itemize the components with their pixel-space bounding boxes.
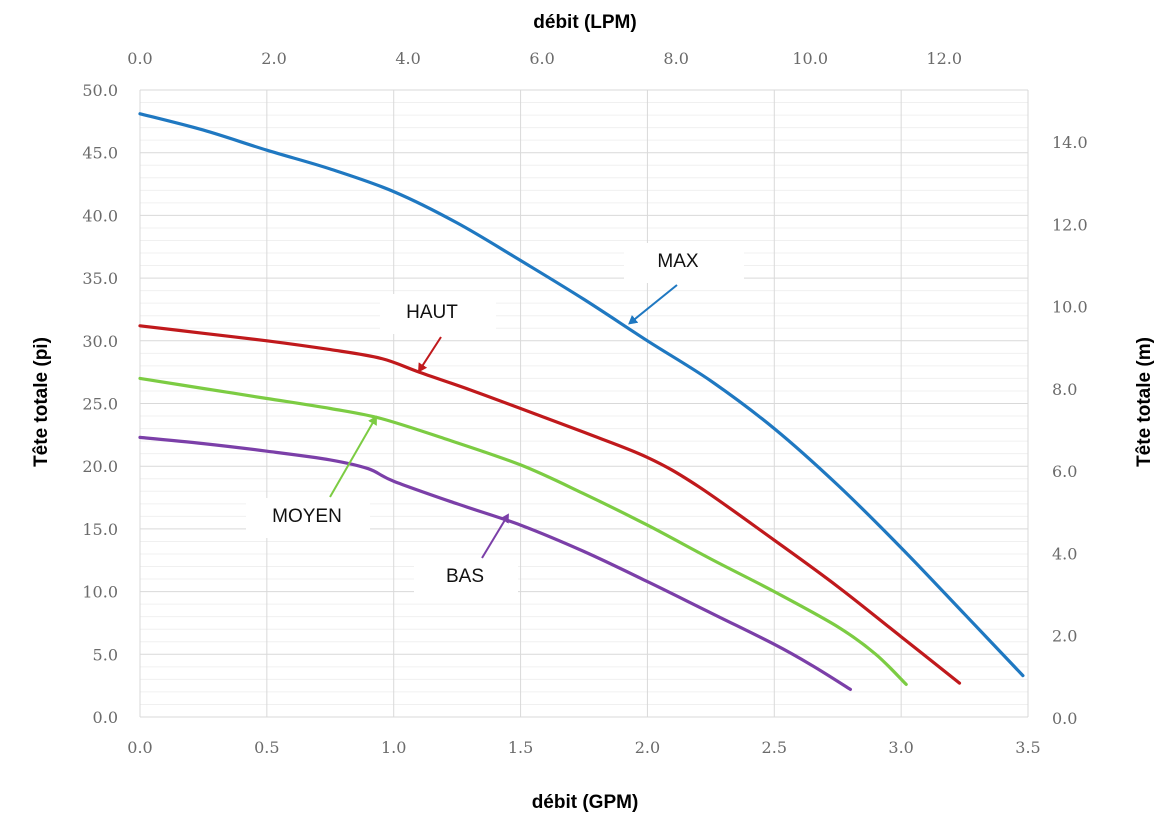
y-right-axis-title: Tête totale (m) [1134,337,1155,467]
series-line-max [138,112,1025,678]
series-line-moyen [138,376,908,686]
y-right-tick-label: 4.0 [1052,544,1077,563]
y-left-tick-label: 40.0 [82,206,118,225]
annotations: MAX HAUT MOYEN BAS [246,243,744,598]
y-left-tick-labels: 0.0 5.0 10.0 15.0 20.0 25.0 30.0 35.0 40.0 45.0 50… [82,81,118,727]
annotation-label-bg [414,558,518,598]
annotation-label-haut: HAUT [406,302,458,323]
annotation-label-bg [246,498,370,538]
annotation-arrow-max [628,284,678,325]
y-right-tick-label: 10.0 [1052,298,1088,317]
annotation-label-max: MAX [657,251,699,272]
y-right-tick-label: 6.0 [1052,462,1077,481]
y-left-tick-label: 10.0 [82,583,118,602]
y-left-tick-label: 35.0 [82,269,118,288]
x-top-tick-labels: 0.0 2.0 4.0 6.0 8.0 10.0 12.0 [127,49,962,68]
x-bottom-tick-label: 0.5 [254,738,279,757]
x-top-axis-title: débit (LPM) [533,12,636,33]
y-left-tick-label: 25.0 [82,395,118,414]
y-right-tick-label: 2.0 [1052,627,1077,646]
series-line-bas [138,435,852,691]
annotation-label-bas: BAS [446,566,484,587]
x-top-tick-label: 0.0 [127,49,152,68]
y-left-tick-label: 0.0 [93,708,118,727]
x-bottom-tick-label: 0.0 [127,738,152,757]
y-right-tick-label: 8.0 [1052,380,1077,399]
annotation-label-moyen: MOYEN [272,506,342,527]
x-top-tick-label: 2.0 [261,49,286,68]
x-bottom-tick-label: 1.0 [381,738,406,757]
annotation-label-bg [380,294,496,334]
annotation-arrow-bas [481,513,509,559]
series-line-haut [138,324,962,685]
y-left-tick-label: 50.0 [82,81,118,100]
curves [138,112,1025,691]
y-right-tick-label: 0.0 [1052,709,1077,728]
y-left-tick-label: 5.0 [93,645,118,664]
x-top-tick-label: 4.0 [395,49,420,68]
x-bottom-tick-label: 1.5 [508,738,533,757]
grid [139,89,1029,718]
x-top-tick-label: 10.0 [792,49,828,68]
x-top-tick-label: 6.0 [529,49,554,68]
x-bottom-axis-title: débit (GPM) [532,792,639,813]
y-left-tick-label: 20.0 [82,457,118,476]
y-left-tick-label: 15.0 [82,520,118,539]
y-left-tick-label: 45.0 [82,144,118,163]
x-bottom-tick-label: 3.0 [888,738,913,757]
x-bottom-tick-labels: 0.0 0.5 1.0 1.5 2.0 2.5 3.0 3.5 [127,738,1040,757]
x-bottom-tick-label: 2.0 [635,738,660,757]
y-right-tick-label: 14.0 [1052,133,1088,152]
y-right-tick-label: 12.0 [1052,215,1088,234]
x-bottom-tick-label: 3.5 [1015,738,1040,757]
y-left-axis-title: Tête totale (pi) [31,337,52,467]
x-top-tick-label: 12.0 [926,49,962,68]
y-right-tick-labels: 0.0 2.0 4.0 6.0 8.0 10.0 12.0 14.0 [1052,133,1088,728]
x-top-tick-label: 8.0 [663,49,688,68]
annotation-label-bg [624,243,744,283]
y-left-tick-label: 30.0 [82,332,118,351]
x-bottom-tick-label: 2.5 [762,738,787,757]
annotation-arrow-moyen [329,415,377,498]
annotation-arrow-haut [417,336,442,373]
